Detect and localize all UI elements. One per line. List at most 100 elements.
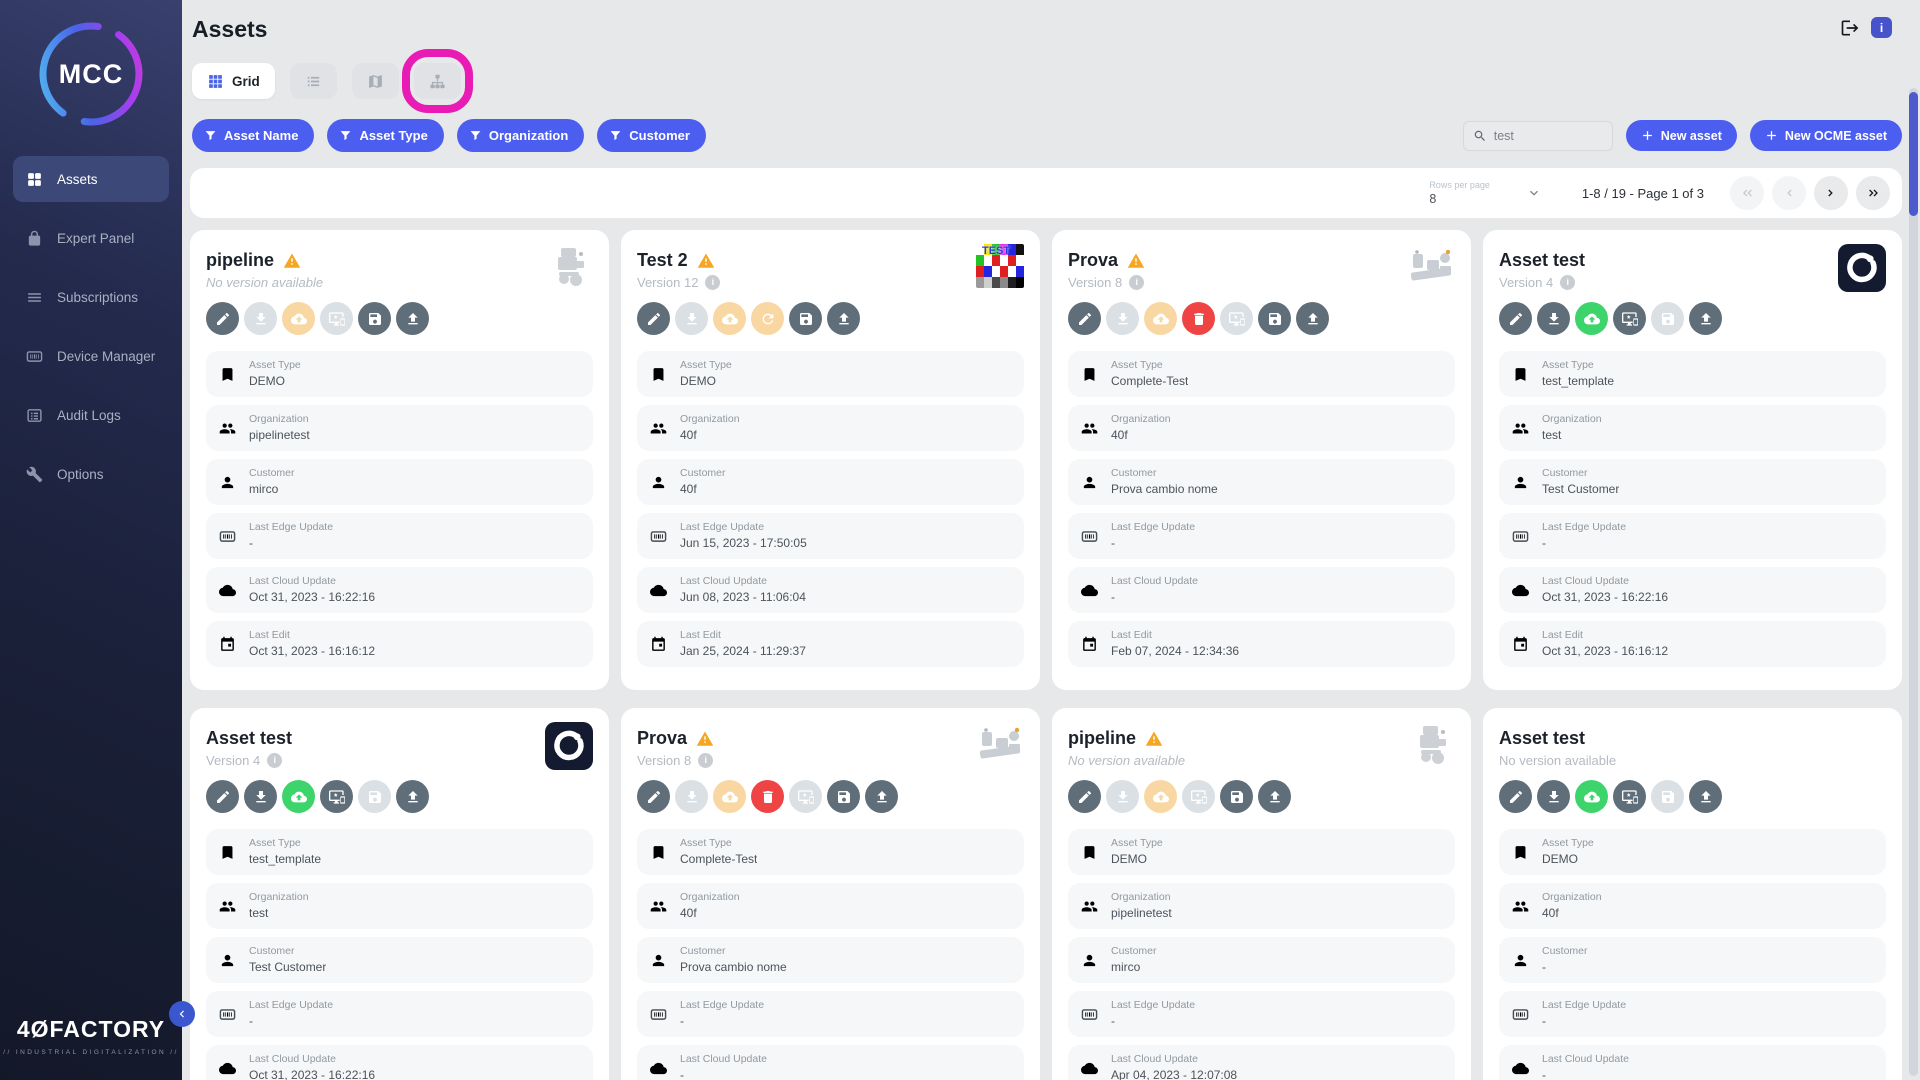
card-field-value: - [1542, 1067, 1546, 1080]
sidebar-item-expert-panel[interactable]: Expert Panel [13, 215, 169, 261]
card-action-edit[interactable] [1499, 302, 1532, 335]
version-info-icon[interactable]: i [267, 752, 283, 768]
testcard-cell [984, 266, 992, 277]
card-action-upload[interactable] [1689, 780, 1722, 813]
card-action-trash[interactable] [1182, 302, 1215, 335]
filter-chip-customer[interactable]: Customer [597, 119, 706, 152]
card-action-upload[interactable] [396, 302, 429, 335]
pagination-next-button[interactable] [1814, 176, 1848, 210]
chevron-down-icon[interactable] [1526, 185, 1542, 201]
tree-view-icon [429, 73, 446, 90]
card-action-download[interactable] [1537, 780, 1570, 813]
customer-icon [1512, 474, 1529, 491]
card-action-cloud-upload[interactable] [282, 780, 315, 813]
card-field-label: Last Cloud Update [680, 575, 767, 588]
logout-icon[interactable] [1840, 18, 1860, 38]
card-action-edit[interactable] [206, 302, 239, 335]
card-action-cloud-upload[interactable] [713, 302, 746, 335]
assets-icon [26, 171, 43, 188]
pagination-last-button[interactable] [1856, 176, 1890, 210]
card-field-value: - [249, 535, 253, 550]
card-action-download[interactable] [1537, 302, 1570, 335]
version-info-icon[interactable]: i [705, 274, 721, 290]
card-action-cloud-upload[interactable] [1144, 780, 1177, 813]
barcode-icon [1081, 1006, 1098, 1023]
sidebar-item-subscriptions[interactable]: Subscriptions [13, 274, 169, 320]
version-info-icon[interactable]: i [698, 752, 714, 768]
card-action-edit[interactable] [1068, 780, 1101, 813]
card-field-value: DEMO [249, 373, 285, 388]
card-action-edit[interactable] [1499, 780, 1532, 813]
card-action-save [1651, 302, 1684, 335]
card-action-save[interactable] [827, 780, 860, 813]
card-action-upload[interactable] [1296, 302, 1329, 335]
card-action-save[interactable] [1220, 780, 1253, 813]
card-action-cloud-upload[interactable] [1144, 302, 1177, 335]
card-field-text: Customer mirco [1111, 944, 1157, 975]
pagination-first-button[interactable] [1730, 176, 1764, 210]
asset-version-line: No version available [206, 273, 323, 291]
card-action-cloud-upload[interactable] [1575, 780, 1608, 813]
card-action-refresh[interactable] [751, 302, 784, 335]
card-field-text: Last Cloud Update - [1111, 574, 1198, 605]
card-action-upload[interactable] [1689, 302, 1722, 335]
card-field-text: Asset Type DEMO [249, 358, 301, 389]
card-action-trash[interactable] [751, 780, 784, 813]
card-action-cloud-upload[interactable] [713, 780, 746, 813]
view-toggle-grid[interactable]: Grid [192, 63, 275, 99]
asset-card-header: Asset test Version 4 i [206, 722, 593, 770]
sidebar-item-options[interactable]: Options [13, 451, 169, 497]
card-action-devices[interactable] [1613, 780, 1646, 813]
card-action-edit[interactable] [637, 780, 670, 813]
card-action-save[interactable] [1258, 302, 1291, 335]
version-info-icon[interactable]: i [1129, 274, 1145, 290]
card-action-cloud-upload[interactable] [282, 302, 315, 335]
view-toggle-map[interactable] [351, 63, 399, 99]
sidebar-collapse-button[interactable] [169, 1001, 195, 1027]
testcard-cell [1000, 244, 1008, 255]
asset-card: Prova Version 8 i Asset Type Complete-Test Or… [621, 708, 1040, 1080]
filter-chip-asset-name[interactable]: Asset Name [192, 119, 315, 152]
card-field-last-edit: Last Edit Oct 31, 2023 - 16:16:12 [1499, 621, 1886, 667]
filter-chip-asset-type[interactable]: Asset Type [327, 119, 444, 152]
card-field-label: Last Edge Update [249, 999, 334, 1012]
card-action-devices[interactable] [320, 780, 353, 813]
card-field-last-edit: Last Edit Oct 31, 2023 - 16:16:12 [206, 621, 593, 667]
card-action-edit[interactable] [637, 302, 670, 335]
new-asset-button[interactable]: New asset [1625, 120, 1737, 151]
card-action-edit[interactable] [1068, 302, 1101, 335]
card-action-edit[interactable] [206, 780, 239, 813]
sidebar-item-assets[interactable]: Assets [13, 156, 169, 202]
pagination-prev-button[interactable] [1772, 176, 1806, 210]
filter-chip-organization[interactable]: Organization [456, 119, 585, 152]
sidebar-item-device-manager[interactable]: Device Manager [13, 333, 169, 379]
search-box[interactable] [1462, 120, 1613, 151]
main-content: Assets i Grid Asset Name Asset Type Organi… [182, 0, 1920, 1080]
sidebar-item-audit-logs[interactable]: Audit Logs [13, 392, 169, 438]
factory-brand-logo: 4ØFACTORY [16, 1016, 166, 1042]
new-ocme-asset-button[interactable]: New OCME asset [1749, 120, 1902, 151]
card-action-save[interactable] [789, 302, 822, 335]
card-action-cloud-upload[interactable] [1575, 302, 1608, 335]
card-action-upload[interactable] [827, 302, 860, 335]
card-action-save[interactable] [358, 302, 391, 335]
download-icon [1546, 789, 1562, 805]
card-action-devices[interactable] [1613, 302, 1646, 335]
search-input[interactable] [1493, 128, 1603, 143]
filter-row: Asset Name Asset Type Organization Customer… [192, 119, 1902, 152]
version-info-icon[interactable]: i [1560, 274, 1576, 290]
card-field-value: Prova cambio nome [680, 959, 787, 974]
scrollbar-thumb[interactable] [1909, 92, 1918, 216]
card-action-download[interactable] [244, 780, 277, 813]
card-action-upload[interactable] [865, 780, 898, 813]
view-toggle-list[interactable] [289, 63, 337, 99]
card-field-label: Asset Type [1111, 837, 1163, 850]
view-toggle-tree[interactable] [401, 49, 473, 113]
testcard-cell [992, 244, 1000, 255]
rows-per-page-control[interactable]: Rows per page 8 [1429, 180, 1490, 206]
card-action-upload[interactable] [1258, 780, 1291, 813]
info-badge[interactable]: i [1871, 17, 1892, 38]
card-action-upload[interactable] [396, 780, 429, 813]
scrollbar-track[interactable] [1909, 88, 1918, 1076]
card-field-text: Organization 40f [680, 412, 740, 443]
